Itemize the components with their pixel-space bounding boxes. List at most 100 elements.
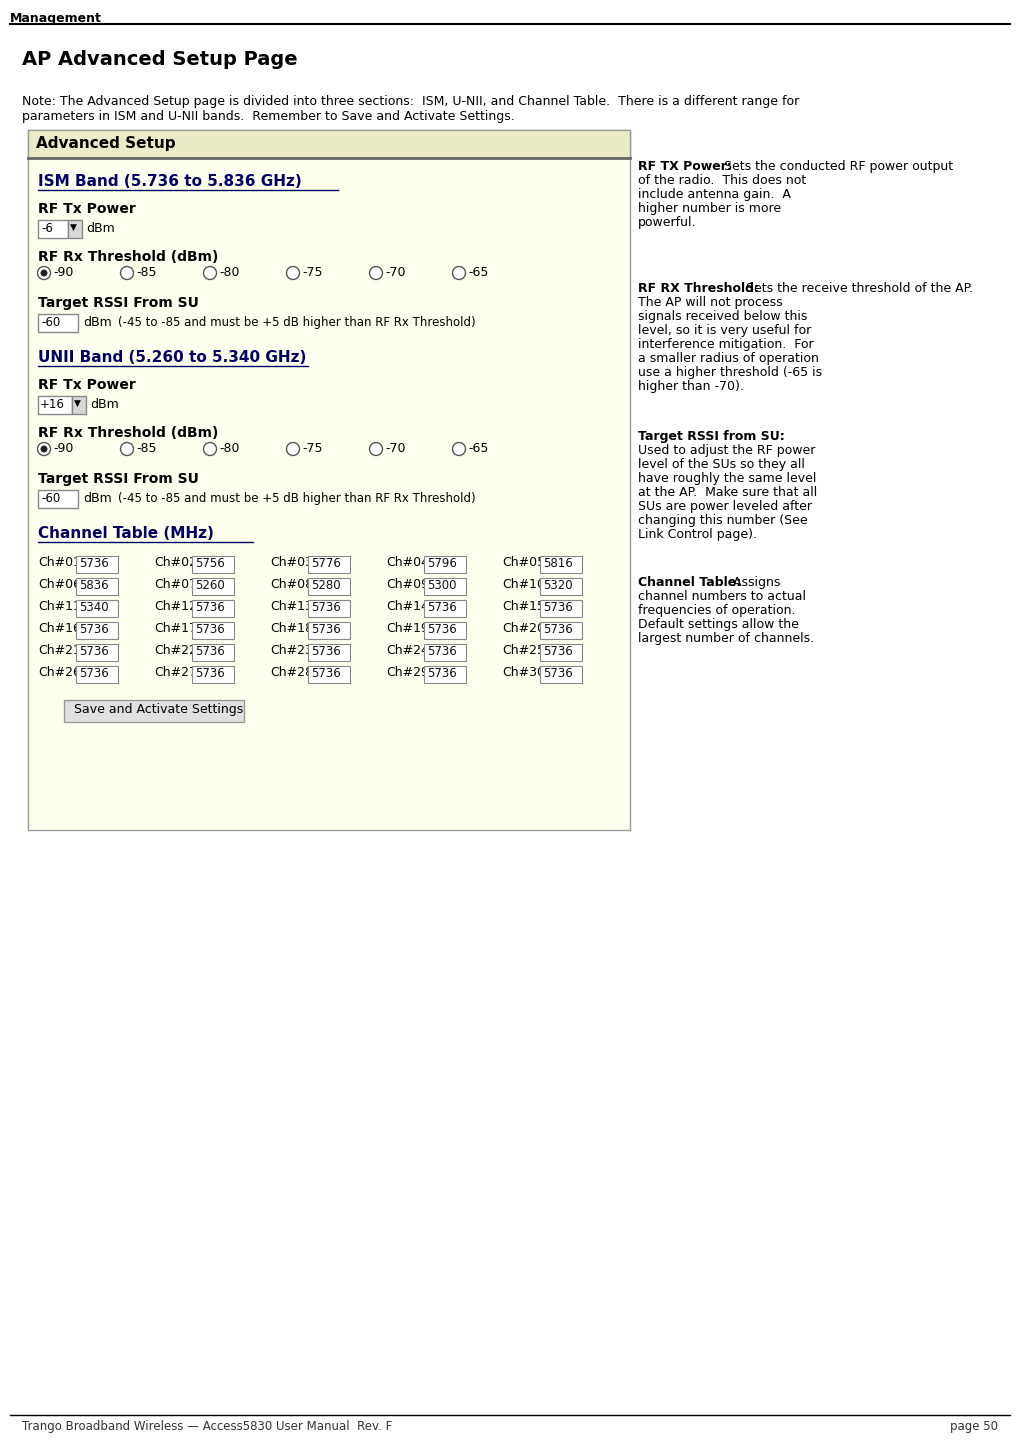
Text: have roughly the same level: have roughly the same level <box>637 473 815 486</box>
Text: 5736: 5736 <box>427 601 457 614</box>
Circle shape <box>120 442 133 455</box>
Text: Advanced Setup: Advanced Setup <box>36 135 175 151</box>
Text: use a higher threshold (-65 is: use a higher threshold (-65 is <box>637 366 821 379</box>
FancyBboxPatch shape <box>76 623 118 638</box>
Circle shape <box>452 267 465 280</box>
Text: Ch#20: Ch#20 <box>501 623 544 635</box>
Text: Ch#01: Ch#01 <box>38 556 81 569</box>
Text: 5836: 5836 <box>78 579 108 592</box>
Text: -70: -70 <box>384 442 406 455</box>
Circle shape <box>120 267 133 280</box>
Text: 5736: 5736 <box>311 623 340 635</box>
Text: higher than -70).: higher than -70). <box>637 380 743 393</box>
Text: 5736: 5736 <box>195 646 224 659</box>
FancyBboxPatch shape <box>192 578 233 595</box>
FancyBboxPatch shape <box>38 490 77 509</box>
FancyBboxPatch shape <box>192 644 233 661</box>
Text: Ch#22: Ch#22 <box>154 644 197 657</box>
FancyBboxPatch shape <box>28 130 630 830</box>
Text: Ch#06: Ch#06 <box>38 578 81 591</box>
Text: RF Rx Threshold (dBm): RF Rx Threshold (dBm) <box>38 427 218 440</box>
Text: 5736: 5736 <box>427 646 457 659</box>
Text: -65: -65 <box>468 442 488 455</box>
FancyBboxPatch shape <box>424 644 466 661</box>
Circle shape <box>452 442 465 455</box>
Text: Ch#03: Ch#03 <box>270 556 313 569</box>
FancyBboxPatch shape <box>539 578 582 595</box>
Circle shape <box>38 267 51 280</box>
FancyBboxPatch shape <box>192 623 233 638</box>
Text: 5340: 5340 <box>78 601 108 614</box>
Text: dBm: dBm <box>90 398 118 411</box>
Text: Management: Management <box>10 12 102 24</box>
Text: -85: -85 <box>136 267 156 280</box>
Circle shape <box>369 442 382 455</box>
Text: -80: -80 <box>219 442 239 455</box>
Text: -75: -75 <box>302 267 322 280</box>
Text: -80: -80 <box>219 267 239 280</box>
Text: 5736: 5736 <box>542 601 573 614</box>
Text: Ch#02: Ch#02 <box>154 556 197 569</box>
Text: largest number of channels.: largest number of channels. <box>637 633 813 646</box>
Text: Ch#17: Ch#17 <box>154 623 197 635</box>
Text: 5736: 5736 <box>311 601 340 614</box>
Text: Channel Table (MHz): Channel Table (MHz) <box>38 526 214 540</box>
Text: 5736: 5736 <box>78 623 109 635</box>
Text: 5320: 5320 <box>542 579 572 592</box>
FancyBboxPatch shape <box>28 130 630 159</box>
Text: RF Rx Threshold (dBm): RF Rx Threshold (dBm) <box>38 249 218 264</box>
Text: interference mitigation.  For: interference mitigation. For <box>637 339 813 352</box>
FancyBboxPatch shape <box>539 623 582 638</box>
Text: (-45 to -85 and must be +5 dB higher than RF Rx Threshold): (-45 to -85 and must be +5 dB higher tha… <box>118 316 475 329</box>
Text: ▼: ▼ <box>70 223 76 232</box>
Circle shape <box>204 442 216 455</box>
Text: 5776: 5776 <box>311 558 340 571</box>
FancyBboxPatch shape <box>64 700 244 722</box>
Text: Ch#05: Ch#05 <box>501 556 544 569</box>
Text: powerful.: powerful. <box>637 216 696 229</box>
Circle shape <box>286 267 300 280</box>
Text: Target RSSI From SU: Target RSSI From SU <box>38 473 199 486</box>
Text: -90: -90 <box>53 442 73 455</box>
Text: Ch#18: Ch#18 <box>270 623 313 635</box>
Text: 5736: 5736 <box>311 646 340 659</box>
FancyBboxPatch shape <box>424 599 466 617</box>
Text: Ch#23: Ch#23 <box>270 644 313 657</box>
FancyBboxPatch shape <box>38 396 72 414</box>
Text: Ch#10: Ch#10 <box>501 578 544 591</box>
Text: 5796: 5796 <box>427 558 457 571</box>
Text: +16: +16 <box>40 398 65 411</box>
FancyBboxPatch shape <box>192 599 233 617</box>
FancyBboxPatch shape <box>308 578 350 595</box>
Text: at the AP.  Make sure that all: at the AP. Make sure that all <box>637 486 816 499</box>
Text: parameters in ISM and U-NII bands.  Remember to Save and Activate Settings.: parameters in ISM and U-NII bands. Remem… <box>22 110 515 122</box>
Text: RF RX Threshold:: RF RX Threshold: <box>637 282 758 295</box>
Text: ▼: ▼ <box>74 399 81 408</box>
Text: The AP will not process: The AP will not process <box>637 295 782 308</box>
Text: Ch#13: Ch#13 <box>270 599 313 612</box>
Text: Ch#15: Ch#15 <box>501 599 544 612</box>
Text: Channel Table:: Channel Table: <box>637 576 741 589</box>
FancyBboxPatch shape <box>424 578 466 595</box>
Text: 5736: 5736 <box>78 667 109 680</box>
Text: SUs are power leveled after: SUs are power leveled after <box>637 500 811 513</box>
Text: -85: -85 <box>136 442 156 455</box>
Text: Assigns: Assigns <box>729 576 780 589</box>
Text: frequencies of operation.: frequencies of operation. <box>637 604 795 617</box>
Text: RF Tx Power: RF Tx Power <box>38 378 136 392</box>
Text: higher number is more: higher number is more <box>637 202 781 215</box>
Circle shape <box>286 442 300 455</box>
Text: Ch#07: Ch#07 <box>154 578 197 591</box>
Text: dBm: dBm <box>86 222 114 235</box>
Text: (-45 to -85 and must be +5 dB higher than RF Rx Threshold): (-45 to -85 and must be +5 dB higher tha… <box>118 491 475 504</box>
Text: 5260: 5260 <box>195 579 224 592</box>
FancyBboxPatch shape <box>38 220 68 238</box>
Circle shape <box>38 442 51 455</box>
Text: -70: -70 <box>384 267 406 280</box>
FancyBboxPatch shape <box>424 556 466 574</box>
Text: 5736: 5736 <box>542 623 573 635</box>
Text: Sets the receive threshold of the AP.: Sets the receive threshold of the AP. <box>741 282 972 295</box>
FancyBboxPatch shape <box>308 666 350 683</box>
FancyBboxPatch shape <box>308 599 350 617</box>
Text: signals received below this: signals received below this <box>637 310 807 323</box>
